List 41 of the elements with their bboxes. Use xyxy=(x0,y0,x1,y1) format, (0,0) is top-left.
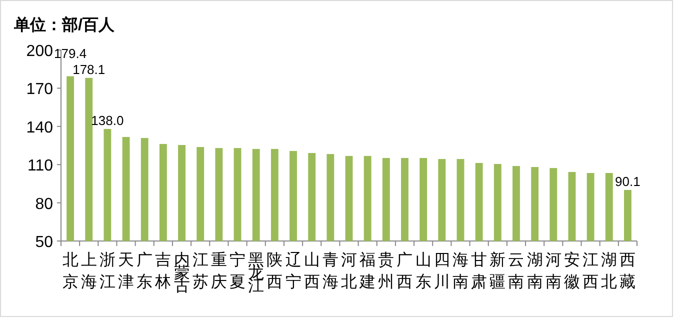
data-label: 90.1 xyxy=(615,174,640,189)
x-tick-label: 山东 xyxy=(415,251,432,291)
x-tick-label: 河南 xyxy=(545,252,562,291)
chart-title: 单位：部/百人 xyxy=(13,16,116,34)
x-tick-label: 广东 xyxy=(136,251,153,291)
x-tick-label: 海南 xyxy=(452,252,468,291)
x-tick-label: 浙江 xyxy=(99,251,116,291)
x-tick-label: 北京 xyxy=(62,251,78,291)
x-tick-label: 陕西 xyxy=(266,252,283,291)
x-tick-label: 山西 xyxy=(304,251,320,291)
x-tick-label: 湖北 xyxy=(601,251,618,291)
x-tick-label: 安徽 xyxy=(564,251,580,291)
x-tick-label: 江西 xyxy=(582,252,599,291)
y-tick-label: 110 xyxy=(27,158,54,175)
x-tick-label: 甘肃 xyxy=(471,251,488,291)
x-tick-label: 贵州 xyxy=(378,251,394,291)
x-tick-label: 青海 xyxy=(322,251,338,291)
x-tick-label: 重庆 xyxy=(210,251,227,291)
x-tick-label: 四川 xyxy=(434,252,450,291)
x-tick-label: 新疆 xyxy=(490,251,506,291)
y-tick-label: 50 xyxy=(35,234,54,251)
x-tick-label: 内蒙古 xyxy=(174,251,190,295)
x-tick-label: 湖南 xyxy=(526,251,543,291)
x-tick-label: 河北 xyxy=(341,252,357,291)
x-tick-label: 宁夏 xyxy=(230,251,246,291)
x-tick-label: 广西 xyxy=(396,251,413,291)
x-tick-label: 吉林 xyxy=(154,251,172,291)
x-tick-label: 西藏 xyxy=(620,252,636,291)
x-tick-label: 黑龙江 xyxy=(248,252,264,295)
y-tick-label: 140 xyxy=(26,119,54,136)
x-tick-label: 天津 xyxy=(118,252,134,291)
x-tick-label: 上海 xyxy=(80,251,97,291)
y-tick-label: 80 xyxy=(35,196,54,213)
data-label: 179.4 xyxy=(54,46,87,62)
x-tick-label: 云南 xyxy=(508,252,524,291)
y-tick-label: 170 xyxy=(26,81,54,98)
x-tick-label: 福建 xyxy=(358,251,376,291)
x-tick-label: 江苏 xyxy=(192,252,208,291)
x-tick-label: 辽宁 xyxy=(285,251,302,291)
y-tick-label: 200 xyxy=(26,43,54,60)
data-label: 178.1 xyxy=(72,62,106,77)
